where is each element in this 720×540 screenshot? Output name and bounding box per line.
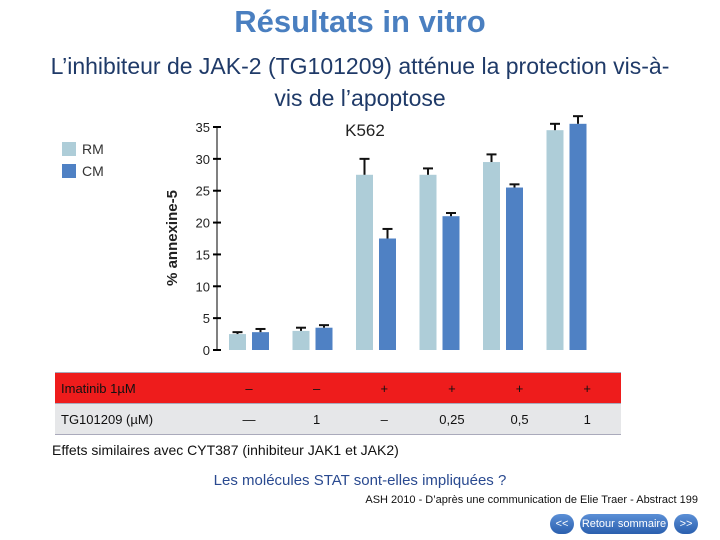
- bar-cm: [379, 238, 396, 350]
- page-title: Résultats in vitro: [234, 4, 486, 39]
- bar-rm: [229, 334, 246, 350]
- legend-swatch-rm: [62, 142, 76, 156]
- table-cell: 0,25: [439, 411, 465, 427]
- legend-label-cm: CM: [82, 163, 104, 179]
- bar-cm: [315, 327, 333, 350]
- table-cell: 0,5: [510, 411, 529, 427]
- prev-button[interactable]: <<: [550, 514, 574, 534]
- table-row-tg101209: TG101209 (µM) — 1 – 0,25 0,5 1: [55, 404, 621, 435]
- y-tick-label: 20: [196, 216, 210, 231]
- bar-cm: [252, 332, 269, 350]
- y-tick-label: 0: [203, 343, 210, 358]
- legend-item-cm: CM: [62, 160, 104, 182]
- subtitle-line-2: vis de l’apoptose: [274, 85, 446, 111]
- y-tick-label: 10: [196, 279, 210, 294]
- table-row-imatinib: Imatinib 1µM – – + + + +: [55, 372, 621, 404]
- question-text: Les molécules STAT sont-elles impliquées…: [213, 472, 507, 489]
- bar-rm: [483, 162, 500, 350]
- table-cell: 1: [313, 411, 321, 427]
- table-cell: +: [583, 380, 591, 396]
- table-cell: –: [245, 380, 253, 396]
- table-cell: +: [448, 380, 456, 396]
- subtitle-line-1: L’inhibiteur de JAK-2 (TG101209) atténue…: [50, 53, 670, 79]
- bar-rm: [546, 130, 564, 350]
- y-tick-label: 35: [196, 120, 210, 135]
- bar-cm: [506, 187, 523, 350]
- table-cell: +: [515, 380, 524, 396]
- bar-rm: [419, 174, 437, 350]
- bar-rm: [356, 174, 373, 350]
- next-button[interactable]: >>: [674, 514, 698, 534]
- table-cell: 1: [583, 411, 591, 427]
- table-cell: –: [380, 411, 388, 427]
- bar-chart: 0 5 10 15 20 25 30 35 % annexine-5 K562: [164, 115, 587, 358]
- y-tick-label: 25: [196, 184, 210, 199]
- source-citation: ASH 2010 - D’après une communication de …: [365, 494, 698, 506]
- treatment-table: Imatinib 1µM – – + + + + TG101209 (µM) —…: [55, 372, 621, 435]
- footnote: Effets similaires avec CYT387 (inhibiteu…: [52, 442, 399, 458]
- chart-legend: RM CM: [62, 138, 104, 182]
- page-subtitle: L’inhibiteur de JAK-2 (TG101209) atténue…: [0, 50, 720, 114]
- y-axis-label: % annexine-5: [164, 190, 181, 286]
- row-label: TG101209 (µM): [61, 411, 154, 427]
- table-cell: +: [380, 380, 389, 396]
- home-button[interactable]: Retour sommaire: [580, 514, 668, 534]
- chart-title: K562: [345, 121, 385, 140]
- table-cell: –: [313, 380, 321, 396]
- legend-item-rm: RM: [62, 138, 104, 160]
- y-tick-label: 30: [196, 152, 210, 167]
- bar-rm: [292, 330, 310, 350]
- bar-cm: [569, 123, 587, 350]
- row-label: Imatinib 1µM: [61, 380, 136, 396]
- y-tick-label: 5: [203, 311, 210, 326]
- y-tick-label: 15: [196, 247, 210, 262]
- legend-label-rm: RM: [82, 141, 104, 157]
- bar-cm: [442, 216, 460, 350]
- legend-swatch-cm: [62, 164, 76, 178]
- table-cell: —: [242, 411, 256, 427]
